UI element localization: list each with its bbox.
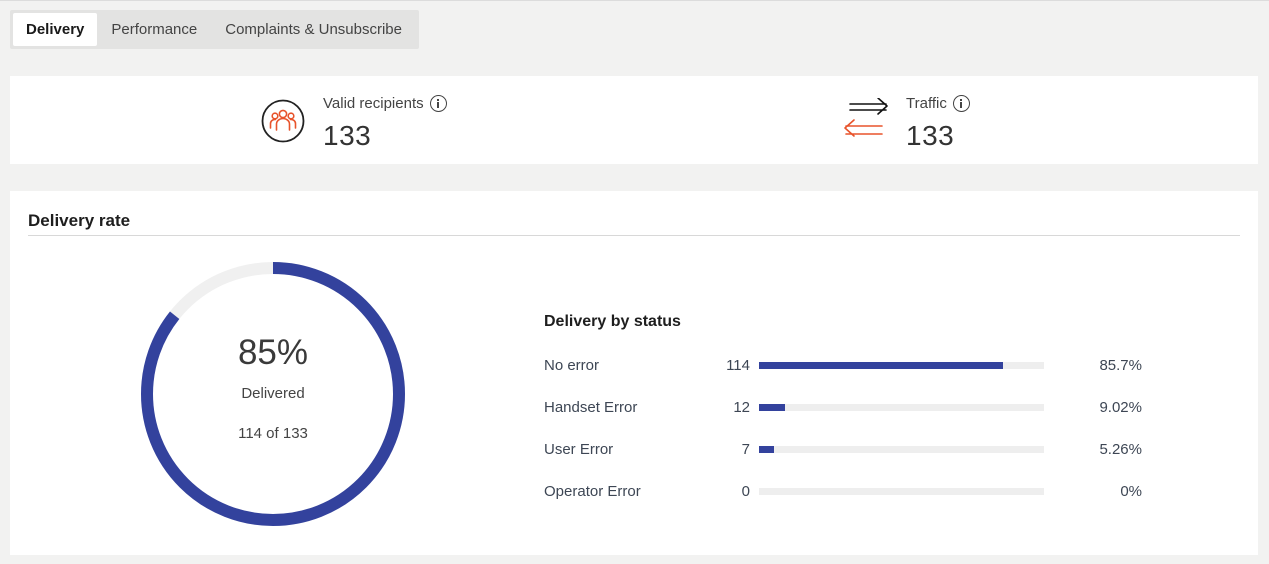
tab-complaints-unsubscribe[interactable]: Complaints & Unsubscribe xyxy=(225,21,402,38)
status-name: Handset Error xyxy=(544,399,638,416)
status-bar-fill xyxy=(759,446,774,453)
tab-delivery[interactable]: Delivery xyxy=(13,13,98,46)
delivered-percent: 85% xyxy=(237,333,309,372)
divider xyxy=(28,235,1240,236)
info-icon[interactable] xyxy=(429,95,447,112)
info-icon[interactable] xyxy=(952,95,970,112)
traffic-text: Traffic xyxy=(906,95,947,112)
traffic-arrows-icon xyxy=(842,97,890,147)
status-percent: 85.7% xyxy=(1099,357,1142,374)
status-bar-track xyxy=(759,488,1044,495)
delivery-donut-chart: 85% Delivered 114 of 133 xyxy=(140,261,406,527)
status-row: Handset Error 12 9.02% xyxy=(544,399,1164,419)
status-bar-track xyxy=(759,446,1044,453)
status-percent: 5.26% xyxy=(1099,441,1142,458)
status-count: 114 xyxy=(726,357,750,374)
status-bar-fill xyxy=(759,362,1004,369)
status-row: User Error 7 5.26% xyxy=(544,441,1164,461)
status-row: Operator Error 0 0% xyxy=(544,483,1164,503)
status-count: 12 xyxy=(733,399,750,416)
tab-bar: Delivery Performance Complaints & Unsubs… xyxy=(10,10,419,49)
status-row: No error 114 85.7% xyxy=(544,357,1164,377)
valid-recipients-stat: Valid recipients 133 xyxy=(260,76,560,164)
delivery-rate-card: Delivery rate 85% Delivered 114 of 133 D… xyxy=(10,191,1258,555)
status-name: Operator Error xyxy=(544,483,641,500)
users-icon xyxy=(261,99,305,148)
donut-delivered-arc xyxy=(141,262,405,526)
status-count: 0 xyxy=(741,483,750,500)
valid-recipients-text: Valid recipients xyxy=(323,95,424,112)
status-percent: 9.02% xyxy=(1099,399,1142,416)
status-percent: 0% xyxy=(1120,483,1142,500)
status-count: 7 xyxy=(741,441,750,458)
delivered-label: Delivered xyxy=(241,385,305,402)
delivered-fraction: 114 of 133 xyxy=(238,425,308,442)
tab-performance[interactable]: Performance xyxy=(111,21,198,38)
status-bar-fill xyxy=(759,404,785,411)
delivery-rate-title: Delivery rate xyxy=(28,211,131,230)
status-bar-track xyxy=(759,404,1044,411)
traffic-stat: Traffic 133 xyxy=(842,76,1142,164)
traffic-value: 133 xyxy=(906,120,955,151)
valid-recipients-value: 133 xyxy=(323,120,372,151)
status-name: User Error xyxy=(544,441,614,458)
status-bar-track xyxy=(759,362,1044,369)
delivery-by-status-title: Delivery by status xyxy=(544,313,681,330)
traffic-label: Traffic xyxy=(906,95,970,112)
valid-recipients-label: Valid recipients xyxy=(323,95,447,112)
top-border xyxy=(0,0,1269,1)
status-name: No error xyxy=(544,357,600,374)
summary-card: Valid recipients 133 Traffic 133 xyxy=(10,76,1258,164)
